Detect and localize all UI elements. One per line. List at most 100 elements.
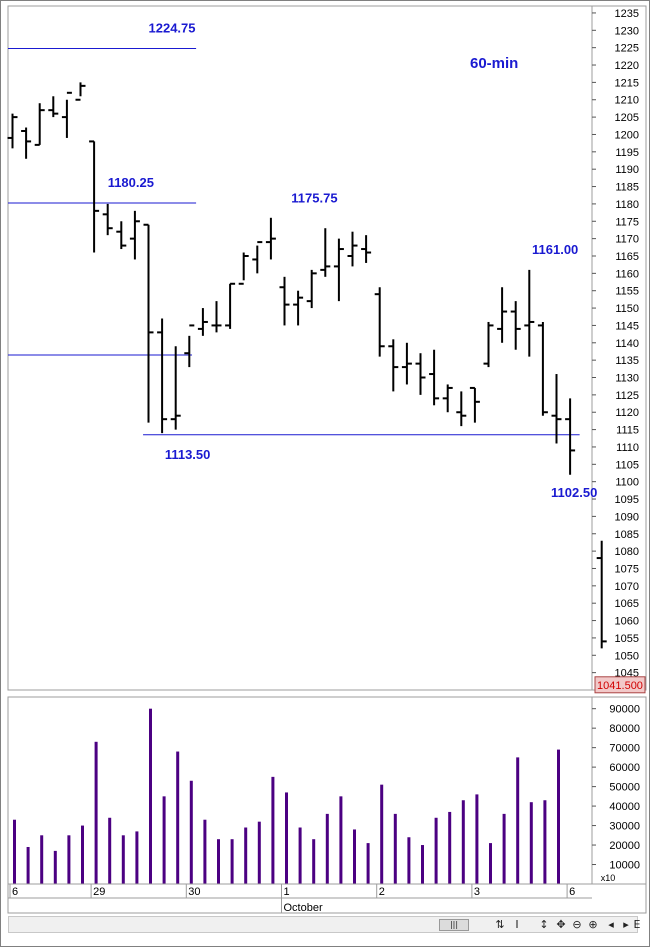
volume-bar xyxy=(257,821,261,884)
level-label: 1180.25 xyxy=(108,175,154,190)
price-tick-label: 1120 xyxy=(615,407,639,419)
volume-bar xyxy=(434,817,438,884)
ohlc-bar xyxy=(293,290,304,326)
pan-icon[interactable]: ↕ xyxy=(539,918,549,931)
price-tick-label: 1110 xyxy=(616,442,639,454)
volume-bar xyxy=(244,827,248,884)
volume-tick-label: 90000 xyxy=(609,704,640,716)
ohlc-bar xyxy=(537,321,548,416)
price-pane[interactable]: 1235 1230 1225 1220 1215 1210 1205 1200 1195 1190… xyxy=(7,5,647,694)
volume-bar xyxy=(135,831,139,884)
ohlc-bar xyxy=(75,82,86,101)
volume-bar xyxy=(13,819,16,884)
ohlc-bar xyxy=(551,374,562,444)
ohlc-bar xyxy=(429,349,440,406)
day-label: 1 xyxy=(284,886,290,898)
timeframe-label: 60-min xyxy=(470,55,518,72)
zoom-out-icon[interactable]: ⊖ xyxy=(572,918,582,931)
move-icon[interactable]: ✥ xyxy=(556,918,566,931)
price-tick-label: 1055 xyxy=(615,633,639,645)
price-tick-label: 1050 xyxy=(615,650,639,662)
end-icon[interactable]: E xyxy=(633,918,641,931)
ohlc-bar xyxy=(7,113,18,149)
price-tick-label: 1070 xyxy=(615,581,639,593)
ohlc-bar xyxy=(596,540,607,649)
zoom-in-icon[interactable]: ⊕ xyxy=(588,918,598,931)
volume-bar xyxy=(407,837,411,884)
level-label: 1175.75 xyxy=(291,191,337,206)
ohlc-bar xyxy=(238,252,249,285)
ohlc-bar xyxy=(524,269,535,357)
ohlc-bar xyxy=(565,398,576,475)
lines-icon: ||| xyxy=(449,920,459,929)
volume-tick-label: 40000 xyxy=(609,801,640,813)
ohlc-bar xyxy=(279,276,290,326)
ohlc-bar xyxy=(89,140,100,253)
volume-tick-label: 30000 xyxy=(609,821,640,833)
volume-bar xyxy=(461,800,465,884)
ohlc-bar xyxy=(497,287,508,343)
price-tick-label: 1085 xyxy=(615,529,639,541)
ohlc-bar xyxy=(157,318,168,434)
ohlc-bar xyxy=(333,238,344,302)
ohlc-bar xyxy=(197,308,208,336)
scroll-left-icon[interactable]: ◂ xyxy=(608,918,614,931)
last-price-label: 1041.500 xyxy=(597,680,643,692)
price-tick-label: 1125 xyxy=(615,390,639,402)
price-tick-label: 1100 xyxy=(615,477,639,489)
cursor-icon[interactable]: I xyxy=(515,918,519,931)
price-tick-label: 1235 xyxy=(615,8,639,20)
volume-bar xyxy=(489,843,492,884)
level-label: 1102.50 xyxy=(551,485,597,500)
ohlc-bar xyxy=(21,127,32,159)
volume-bar xyxy=(217,839,220,884)
price-tick-label: 1195 xyxy=(615,147,639,159)
scrollbar-thumb[interactable] xyxy=(439,919,469,931)
ohlc-bar xyxy=(320,228,331,277)
ohlc-bar xyxy=(388,339,399,392)
volume-bar xyxy=(108,817,112,884)
ohlc-bar xyxy=(442,384,453,413)
volume-bar xyxy=(312,839,316,884)
volume-bar xyxy=(26,846,30,884)
price-tick-label: 1075 xyxy=(615,563,639,575)
volume-bar xyxy=(421,845,424,884)
price-tick-label: 1145 xyxy=(615,320,639,332)
price-tick-label: 1220 xyxy=(615,60,639,72)
volume-bar xyxy=(529,802,533,884)
volume-bar xyxy=(380,784,384,884)
volume-bar xyxy=(94,741,98,884)
volume-bar xyxy=(366,843,370,884)
day-label: 29 xyxy=(93,886,105,898)
volume-bar xyxy=(285,792,288,884)
volume-bar xyxy=(40,835,44,884)
ohlc-bar xyxy=(306,269,317,309)
ohlc-bar xyxy=(61,91,72,138)
volume-bar xyxy=(149,708,152,884)
price-tick-label: 1060 xyxy=(615,616,639,628)
volume-bar xyxy=(325,813,329,884)
ohlc-bar xyxy=(129,210,140,260)
level-label: 1224.75 xyxy=(149,21,196,36)
price-pane-border xyxy=(7,5,647,691)
volume-bar xyxy=(557,749,560,884)
price-tick-label: 1135 xyxy=(615,355,639,367)
volume-bar xyxy=(475,794,479,884)
price-tick-label: 1205 xyxy=(615,112,639,124)
sync-icon[interactable]: ⇅ xyxy=(495,918,505,931)
volume-bar xyxy=(162,796,166,884)
chart-scrollbar[interactable]: ||| ⇅ I ↕ ✥ ⊖ ⊕ ◂ ▸ E xyxy=(8,916,641,933)
scroll-right-icon[interactable]: ▸ xyxy=(623,918,629,931)
volume-bar xyxy=(516,757,520,884)
price-tick-label: 1175 xyxy=(615,216,639,228)
volume-tick-label: 50000 xyxy=(609,782,640,794)
ohlc-bar xyxy=(510,301,521,350)
ohlc-bar xyxy=(265,217,276,260)
volume-bar xyxy=(271,776,275,884)
price-tick-label: 1215 xyxy=(615,77,639,89)
volume-bar xyxy=(502,813,506,884)
ohlc-bar xyxy=(225,282,236,329)
volume-bar xyxy=(203,819,207,884)
volume-pane[interactable]: 90000 80000 70000 60000 50000 40000 30000 20000… xyxy=(7,696,647,885)
volume-bar xyxy=(353,829,356,884)
